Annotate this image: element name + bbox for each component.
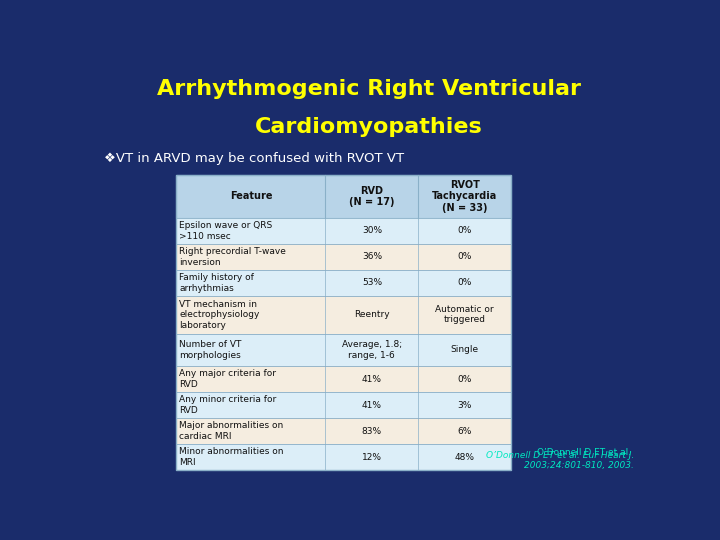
Text: 53%: 53% [361, 278, 382, 287]
Text: Family history of
arrhythmias: Family history of arrhythmias [179, 273, 254, 293]
Text: Single: Single [451, 346, 479, 354]
Text: 6%: 6% [458, 427, 472, 436]
Text: 48%: 48% [455, 453, 474, 462]
Text: VT mechanism in
electrophysiology
laboratory: VT mechanism in electrophysiology labora… [179, 300, 259, 329]
Text: 0%: 0% [458, 375, 472, 383]
Text: 0%: 0% [458, 278, 472, 287]
Text: 41%: 41% [362, 401, 382, 410]
Text: ❖VT in ARVD may be confused with RVOT VT: ❖VT in ARVD may be confused with RVOT VT [104, 152, 404, 165]
Text: Epsilon wave or QRS
>110 msec: Epsilon wave or QRS >110 msec [179, 221, 272, 240]
Text: Cardiomyopathies: Cardiomyopathies [255, 117, 483, 137]
Text: Any major criteria for
RVD: Any major criteria for RVD [179, 369, 276, 389]
Bar [176, 218, 511, 244]
Text: O’Donnell D ET et al. Eur Heart J.: O’Donnell D ET et al. Eur Heart J. [486, 451, 634, 460]
Text: Average, 1.8;
range, 1-6: Average, 1.8; range, 1-6 [342, 340, 402, 360]
Bar [176, 175, 511, 218]
Text: O’Donnell D ET et al.: O’Donnell D ET et al. [537, 448, 634, 457]
Bar [176, 270, 511, 296]
Bar [176, 366, 511, 392]
Text: Arrhythmogenic Right Ventricular: Arrhythmogenic Right Ventricular [157, 79, 581, 99]
Bar [176, 244, 511, 270]
Bar [176, 392, 511, 418]
Text: 41%: 41% [362, 375, 382, 383]
Text: 3%: 3% [458, 401, 472, 410]
Text: 12%: 12% [362, 453, 382, 462]
Text: 36%: 36% [361, 252, 382, 261]
Text: 30%: 30% [361, 226, 382, 235]
Text: Number of VT
morphologies: Number of VT morphologies [179, 340, 241, 360]
Text: 0%: 0% [458, 252, 472, 261]
Text: Right precordial T-wave
inversion: Right precordial T-wave inversion [179, 247, 286, 267]
Text: RVOT
Tachycardia
(N = 33): RVOT Tachycardia (N = 33) [432, 180, 498, 213]
Bar [176, 334, 511, 366]
Bar [176, 444, 511, 470]
Text: 83%: 83% [361, 427, 382, 436]
Text: Feature: Feature [230, 191, 272, 201]
Text: Reentry: Reentry [354, 310, 390, 319]
Text: Automatic or
triggered: Automatic or triggered [436, 305, 494, 325]
Bar [176, 175, 511, 470]
Text: 2003;24:801-810, 2003.: 2003;24:801-810, 2003. [524, 461, 634, 470]
Text: Minor abnormalities on
MRI: Minor abnormalities on MRI [179, 448, 284, 467]
Text: 0%: 0% [458, 226, 472, 235]
Text: RVD
(N = 17): RVD (N = 17) [349, 186, 395, 207]
Bar [176, 296, 511, 334]
Bar [176, 418, 511, 444]
Text: Any minor criteria for
RVD: Any minor criteria for RVD [179, 395, 276, 415]
Text: Major abnormalities on
cardiac MRI: Major abnormalities on cardiac MRI [179, 422, 284, 441]
